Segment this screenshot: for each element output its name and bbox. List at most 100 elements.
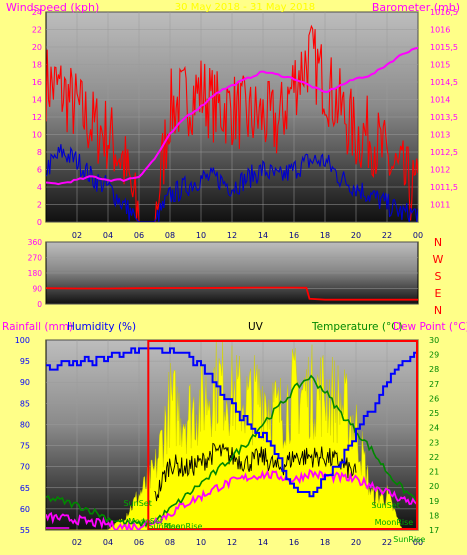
humidity-line (46, 347, 418, 498)
wind-y-tick-label: 22 (32, 26, 42, 35)
temp-y-tick-label: 29 (429, 351, 439, 360)
uv-window-frame (147, 340, 418, 530)
wind-y-tick-label: 18 (32, 61, 42, 70)
temp-y-tick-label: 26 (429, 394, 439, 403)
wind-y-tick-label: 0 (37, 218, 42, 227)
direction-y-tick-label: 180 (28, 269, 43, 278)
climate-x-tick-label: 12 (227, 538, 237, 547)
temp-y-tick-label: 19 (429, 497, 439, 506)
baro-y-tick-label: 1013,5 (430, 113, 458, 122)
sun-moon-marker: SunRise (148, 522, 180, 531)
sun-moon-marker: SunSet (124, 499, 152, 508)
temp-y-tick-label: 27 (429, 380, 439, 389)
wind-x-tick-label: 20 (351, 231, 361, 240)
climate-x-tick-label: 18 (320, 538, 330, 547)
humidity-y-tick-label: 75 (20, 442, 30, 451)
dew-point-line (46, 468, 418, 530)
humidity-y-tick-label: 65 (20, 484, 30, 493)
sun-moon-marker: MoonSet (128, 517, 163, 526)
wind-x-tick-label: 14 (258, 231, 268, 240)
humidity-y-tick-label: 80 (20, 420, 30, 429)
temp-y-tick-label: 25 (429, 409, 439, 418)
wind-x-tick-label: 12 (227, 231, 237, 240)
humidity-y-tick-label: 60 (20, 505, 30, 514)
sun-moon-marker: MoonRise (164, 522, 203, 531)
wind-y-tick-label: 24 (32, 8, 42, 17)
wind-y-tick-label: 14 (32, 96, 42, 105)
climate-x-tick-label: 20 (351, 538, 361, 547)
wind-y-tick-label: 4 (37, 183, 42, 192)
temp-y-tick-label: 21 (429, 468, 439, 477)
uv-area (46, 340, 418, 530)
climate-x-tick-label: 16 (289, 538, 299, 547)
compass-label: N (434, 236, 442, 249)
wind-y-tick-label: 6 (37, 166, 42, 175)
climate-x-tick-label: 04 (103, 538, 113, 547)
compass-label: N (434, 304, 442, 317)
baro-y-tick-label: 1011,5 (430, 183, 458, 192)
humidity-y-tick-label: 70 (20, 463, 30, 472)
direction-y-tick-label: 0 (37, 300, 42, 309)
humidity-y-tick-label: 85 (20, 399, 30, 408)
baro-y-tick-label: 1013 (430, 131, 450, 140)
wind-y-tick-label: 10 (32, 131, 42, 140)
climate-x-tick-label: 00 (413, 538, 423, 547)
baro-y-tick-label: 1016,5 (430, 8, 458, 17)
humidity-title: Humidity (%) (67, 321, 136, 333)
humidity-y-tick-label: 90 (20, 378, 30, 387)
baro-y-tick-label: 1012 (430, 166, 450, 175)
uv-title: UV (248, 321, 264, 333)
wind-x-tick-label: 08 (165, 231, 175, 240)
baro-y-tick-label: 1015 (430, 61, 450, 70)
humidity-y-tick-label: 55 (20, 526, 30, 535)
temperature-title: Temperature (°C) (311, 321, 403, 333)
wind-x-tick-label: 10 (196, 231, 206, 240)
wind-x-tick-label: 22 (382, 231, 392, 240)
climate-x-tick-label: 22 (382, 538, 392, 547)
climate-x-tick-label: 14 (258, 538, 268, 547)
dew-point-title: Dew Point (°C) (393, 321, 467, 333)
wind-y-tick-label: 16 (32, 78, 42, 87)
sun-moon-marker: MoonRise (375, 518, 414, 527)
baro-y-tick-label: 1016 (430, 26, 450, 35)
temp-y-tick-label: 24 (429, 424, 439, 433)
climate-x-tick-label: 10 (196, 538, 206, 547)
temp-y-tick-label: 20 (429, 482, 439, 491)
baro-y-tick-label: 1012,5 (430, 148, 458, 157)
compass-label: W (433, 253, 444, 266)
baro-y-tick-label: 1015,5 (430, 43, 458, 52)
sun-moon-marker: SunSet (372, 501, 400, 510)
wind-x-tick-label: 02 (72, 231, 82, 240)
barometer-title: Barometer (mb) (372, 1, 460, 14)
humidity-y-tick-label: 95 (20, 357, 30, 366)
temp-y-tick-label: 17 (429, 526, 439, 535)
wind-y-tick-label: 2 (37, 201, 42, 210)
avg-windspeed-line (46, 144, 418, 222)
wind-y-tick-label: 8 (37, 148, 42, 157)
rainfall-title: Rainfall (mm) (2, 321, 73, 333)
wind-y-tick-label: 12 (32, 113, 42, 122)
date-range-title: 30 May 2018 - 31 May 2018 (175, 2, 315, 13)
wind-x-tick-label: 00 (413, 231, 423, 240)
temp-y-tick-label: 23 (429, 438, 439, 447)
compass-label: S (435, 270, 442, 283)
climate-x-tick-label: 02 (72, 538, 82, 547)
barometer-line (46, 46, 418, 186)
sun-moon-marker: SunRise (393, 535, 425, 544)
baro-y-tick-label: 1011 (430, 201, 450, 210)
wind-x-tick-label: 16 (289, 231, 299, 240)
direction-y-tick-label: 90 (32, 285, 42, 294)
climate-x-tick-label: 06 (134, 538, 144, 547)
direction-y-tick-label: 360 (28, 238, 43, 247)
wind-x-tick-label: 06 (134, 231, 144, 240)
windspeed-line (46, 24, 418, 222)
compass-label: E (435, 287, 442, 300)
climate-x-tick-label: 08 (165, 538, 175, 547)
direction-line (46, 286, 418, 301)
baro-y-tick-label: 1014,5 (430, 78, 458, 87)
wind-x-tick-label: 18 (320, 231, 330, 240)
windspeed-title: Windspeed (kph) (6, 1, 99, 14)
direction-y-tick-label: 270 (28, 254, 43, 263)
